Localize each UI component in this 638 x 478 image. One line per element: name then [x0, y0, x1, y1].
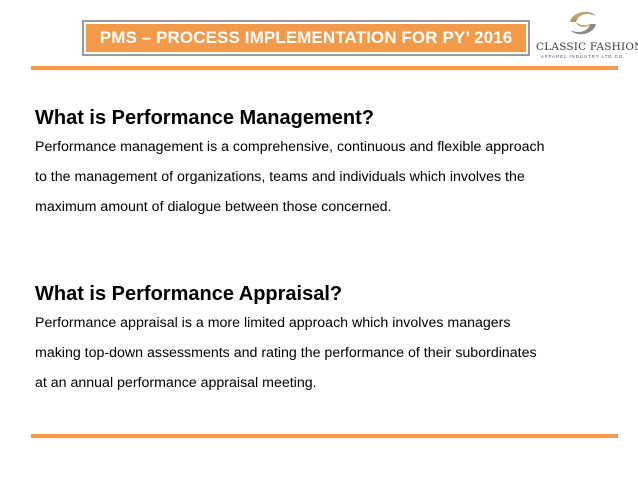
- swirl-logo-icon: [570, 11, 596, 35]
- section-heading: What is Performance Appraisal?: [35, 283, 343, 305]
- section-performance-management: What is Performance Management? Performa…: [35, 104, 625, 222]
- bottom-divider: [31, 434, 618, 438]
- logo-name: CLASSIC FASHION: [536, 41, 638, 53]
- paragraph-line: Performance management is a comprehensiv…: [35, 139, 545, 155]
- paragraph-line: making top-down assessments and rating t…: [35, 345, 537, 361]
- paragraph-line: to the management of organizations, team…: [35, 169, 525, 185]
- section-heading: What is Performance Management?: [35, 107, 374, 129]
- paragraph-line: at an annual performance appraisal meeti…: [35, 375, 317, 391]
- paragraph-line: maximum amount of dialogue between those…: [35, 199, 392, 215]
- page-title: PMS – PROCESS IMPLEMENTATION FOR PY’ 201…: [82, 20, 530, 56]
- top-divider: [31, 66, 618, 70]
- company-logo: CLASSIC FASHION APPAREL INDUSTRY LTD CO.: [536, 8, 638, 64]
- section-performance-appraisal: What is Performance Appraisal? Performan…: [35, 280, 625, 398]
- logo-tagline: APPAREL INDUSTRY LTD CO.: [540, 54, 626, 59]
- paragraph-line: Performance appraisal is a more limited …: [35, 315, 511, 331]
